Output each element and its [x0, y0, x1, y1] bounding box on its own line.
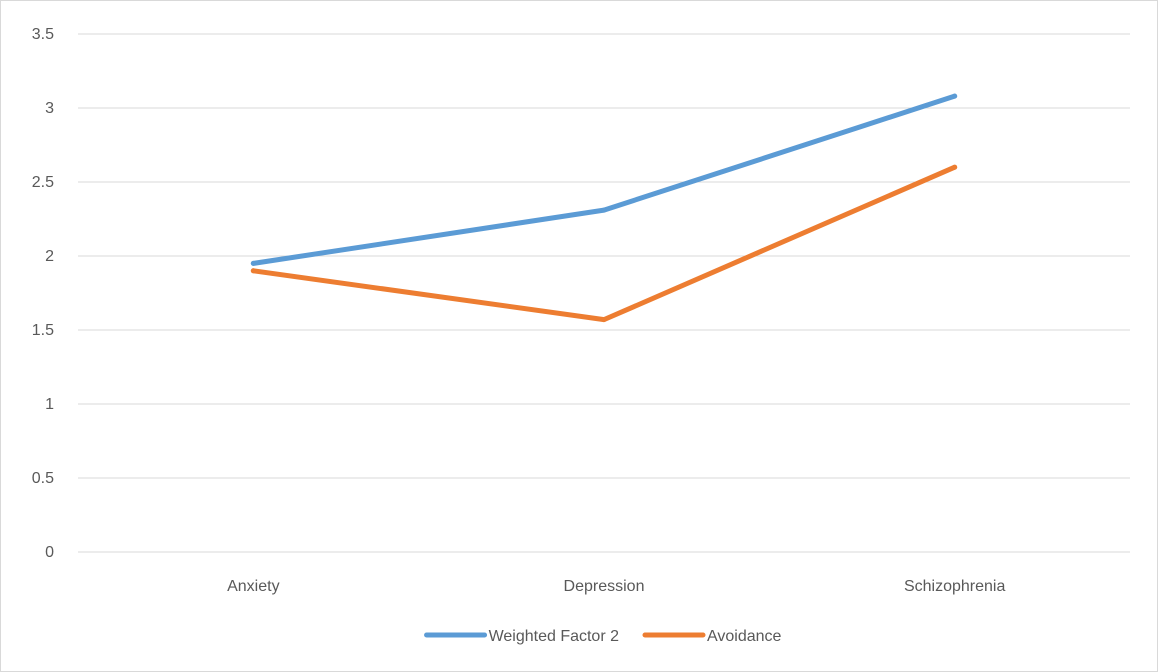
data-point [952, 93, 958, 99]
data-point [601, 317, 607, 323]
y-tick-label: 2.5 [32, 174, 54, 191]
legend-label: Weighted Factor 2 [489, 628, 620, 645]
y-tick-label: 1.5 [32, 322, 54, 339]
x-tick-label: Anxiety [227, 578, 279, 595]
y-tick-label: 3 [45, 100, 54, 117]
x-tick-label: Depression [564, 578, 645, 595]
data-point [601, 207, 607, 213]
legend-label: Avoidance [707, 628, 782, 645]
y-axis-tick-labels: 0 0.5 1 1.5 2 2.5 3 3.5 [32, 26, 54, 561]
y-tick-label: 2 [45, 248, 54, 265]
legend: Weighted Factor 2 Avoidance [424, 628, 782, 645]
series-lines [250, 93, 958, 323]
data-point [250, 260, 256, 266]
x-axis-tick-labels: Anxiety Depression Schizophrenia [227, 578, 1005, 595]
y-tick-label: 1 [45, 396, 54, 413]
y-tick-label: 0.5 [32, 470, 54, 487]
gridlines [78, 33, 1130, 553]
data-point [952, 164, 958, 170]
y-tick-label: 3.5 [32, 26, 54, 43]
x-tick-label: Schizophrenia [904, 578, 1006, 595]
series-line-1 [250, 93, 958, 266]
series-line-2 [250, 164, 958, 323]
data-point [250, 268, 256, 274]
y-tick-label: 0 [45, 544, 54, 561]
